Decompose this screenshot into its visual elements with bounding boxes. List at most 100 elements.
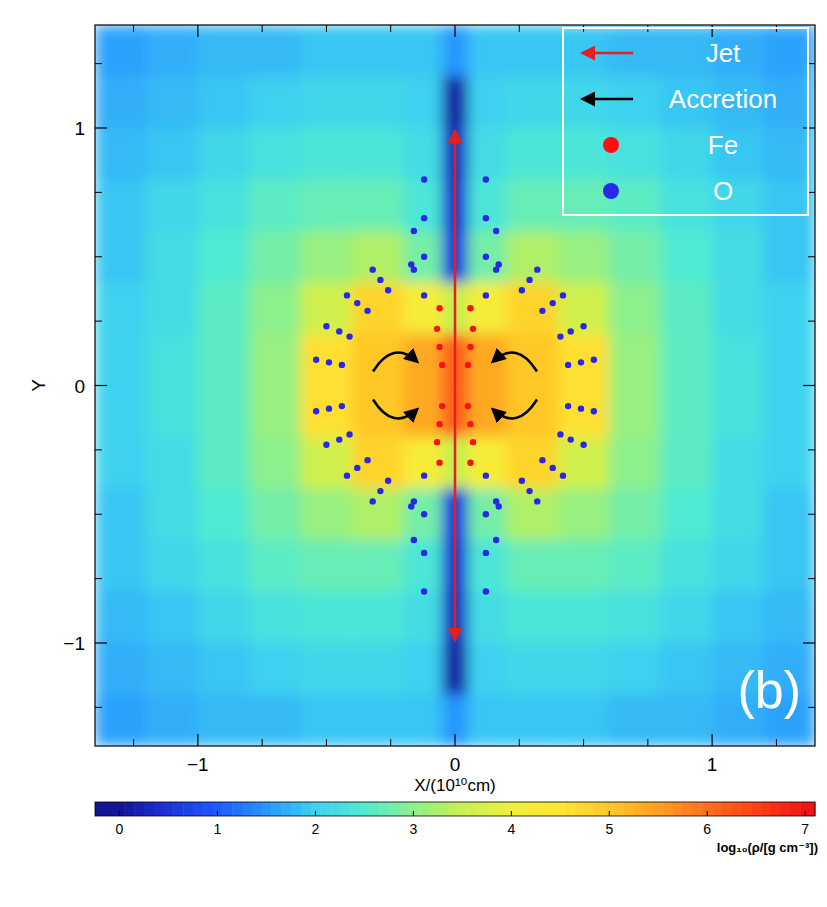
x-minor-tick (519, 25, 520, 32)
particle (344, 472, 350, 478)
x-minor-tick (133, 25, 134, 32)
particle (439, 362, 445, 368)
particle (483, 550, 489, 556)
particle (436, 421, 442, 427)
colorbar-swatch (154, 802, 164, 816)
particle (578, 405, 584, 411)
density-cell (404, 540, 443, 592)
density-cell (609, 592, 661, 644)
density-cell (249, 540, 301, 592)
particle (539, 308, 545, 314)
particle (436, 344, 442, 350)
legend-label: Jet (706, 38, 741, 68)
colorbar-swatch (653, 802, 663, 816)
particle (465, 362, 471, 368)
legend-arrow (583, 98, 633, 101)
colorbar-swatch (448, 802, 458, 816)
particle (336, 436, 342, 442)
density-cell (404, 695, 443, 747)
colorbar-swatch (791, 802, 801, 816)
colorbar-swatch (467, 802, 477, 816)
colorbar-tick (413, 811, 414, 816)
density-cell (442, 25, 468, 77)
legend-label: O (713, 176, 733, 206)
density-cell (352, 77, 404, 129)
density-cell (352, 437, 404, 489)
density-cell (404, 180, 443, 232)
colorbar-swatch (702, 802, 712, 816)
particle (326, 359, 332, 365)
colorbar: 01234567log₁₀(ρ/[g cm⁻³]) (95, 802, 818, 855)
x-minor-tick (326, 25, 327, 32)
colorbar-tick-label: 7 (801, 821, 809, 837)
colorbar-swatch (359, 802, 369, 816)
x-tick (454, 734, 455, 746)
density-cell (558, 386, 610, 438)
colorbar-swatch (751, 802, 761, 816)
density-cell (404, 283, 443, 335)
y-minor-tick (808, 321, 815, 322)
density-cell (301, 180, 353, 232)
density-cell (712, 592, 764, 644)
density-cell (506, 489, 558, 541)
density-cell (146, 180, 198, 232)
x-tick-label: 1 (707, 754, 718, 775)
x-tick-label: −1 (187, 754, 209, 775)
density-cell (301, 25, 353, 77)
particle (411, 228, 417, 234)
density-cell (95, 695, 147, 747)
density-cell (506, 77, 558, 129)
colorbar-swatch (457, 802, 467, 816)
density-cell (712, 231, 764, 283)
density-cell (301, 643, 353, 695)
colorbar-tick-label: 5 (605, 821, 613, 837)
colorbar-swatch (497, 802, 507, 816)
y-minor-tick (808, 707, 815, 708)
colorbar-swatch (105, 802, 115, 816)
x-tick (197, 734, 198, 746)
colorbar-tick-label: 0 (116, 821, 124, 837)
particle (493, 266, 499, 272)
particle (467, 421, 473, 427)
particle (560, 292, 566, 298)
density-cell (558, 437, 610, 489)
x-tick (197, 25, 198, 37)
particle (465, 403, 471, 409)
colorbar-tick-label: 6 (703, 821, 711, 837)
density-cell (301, 77, 353, 129)
density-cell (146, 25, 198, 77)
density-cell (301, 231, 353, 283)
particle (421, 472, 427, 478)
colorbar-tick-label: 3 (409, 821, 417, 837)
density-cell (301, 592, 353, 644)
colorbar-tick (805, 811, 806, 816)
density-cell (249, 437, 301, 489)
density-cell (249, 180, 301, 232)
density-cell (95, 592, 147, 644)
density-cell (442, 77, 468, 129)
x-minor-tick (583, 739, 584, 746)
density-cell (404, 592, 443, 644)
accretion-arrow (493, 353, 537, 372)
particle (467, 305, 473, 311)
density-cell (95, 437, 147, 489)
chart: −101−101X/(10¹⁰cm)Y(b)JetAccretionFeO012… (0, 0, 827, 907)
particle (354, 300, 360, 306)
density-cell (558, 592, 610, 644)
density-cell (404, 128, 443, 180)
density-cell (558, 231, 610, 283)
density-cell (468, 283, 507, 335)
density-cell (95, 643, 147, 695)
colorbar-tick (315, 811, 316, 816)
particle (591, 357, 597, 363)
density-cell (506, 386, 558, 438)
density-cell (301, 540, 353, 592)
particle (580, 442, 586, 448)
colorbar-swatch (134, 802, 144, 816)
y-minor-tick (95, 63, 102, 64)
density-cell (198, 77, 250, 129)
y-tick (803, 385, 815, 386)
y-minor-tick (95, 514, 102, 515)
x-minor-tick (326, 739, 327, 746)
colorbar-swatch (340, 802, 350, 816)
